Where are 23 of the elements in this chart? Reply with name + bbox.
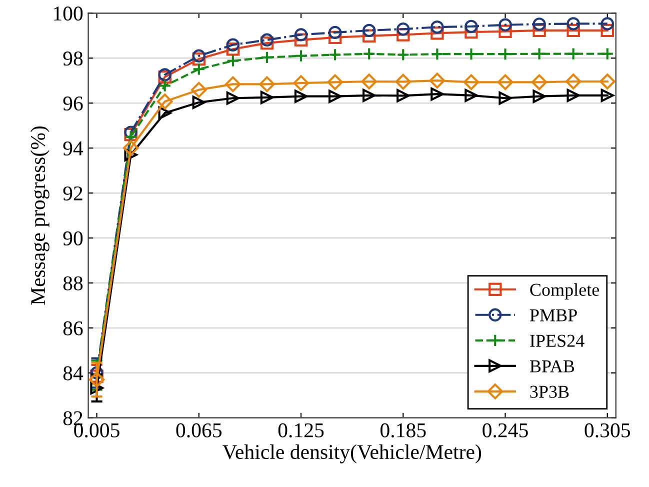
y-tick-label: 90	[63, 231, 83, 246]
y-tick-label: 86	[63, 321, 83, 336]
x-tick-label: 0.185	[380, 423, 426, 438]
x-tick-label: 0.305	[584, 423, 630, 438]
y-tick-label: 88	[63, 276, 83, 290]
legend-label: Complete	[530, 283, 600, 300]
y-tick-label: 96	[63, 96, 83, 111]
y-tick-label: 100	[54, 6, 83, 21]
legend-label: PMBP	[530, 309, 577, 322]
y-tick-label: 94	[63, 141, 84, 156]
legend-label: IPES24	[530, 334, 584, 347]
legend-label: BPAB	[530, 360, 574, 372]
x-tick-label: 0.125	[278, 423, 324, 438]
y-tick-label: 84	[63, 366, 84, 380]
y-tick-label: 92	[63, 186, 82, 200]
legend-label: 3P3B	[530, 386, 569, 398]
x-tick-label: 0.005	[74, 423, 120, 438]
y-tick-label: 98	[63, 51, 83, 66]
x-tick-label: 0.245	[482, 423, 528, 438]
y-axis-title: Message progress(%)	[30, 126, 50, 305]
y-tick-label: 82	[63, 411, 82, 426]
x-axis-title: Vehicle density(Vehicle/Metre)	[222, 444, 482, 464]
x-tick-label: 0.065	[176, 423, 222, 438]
